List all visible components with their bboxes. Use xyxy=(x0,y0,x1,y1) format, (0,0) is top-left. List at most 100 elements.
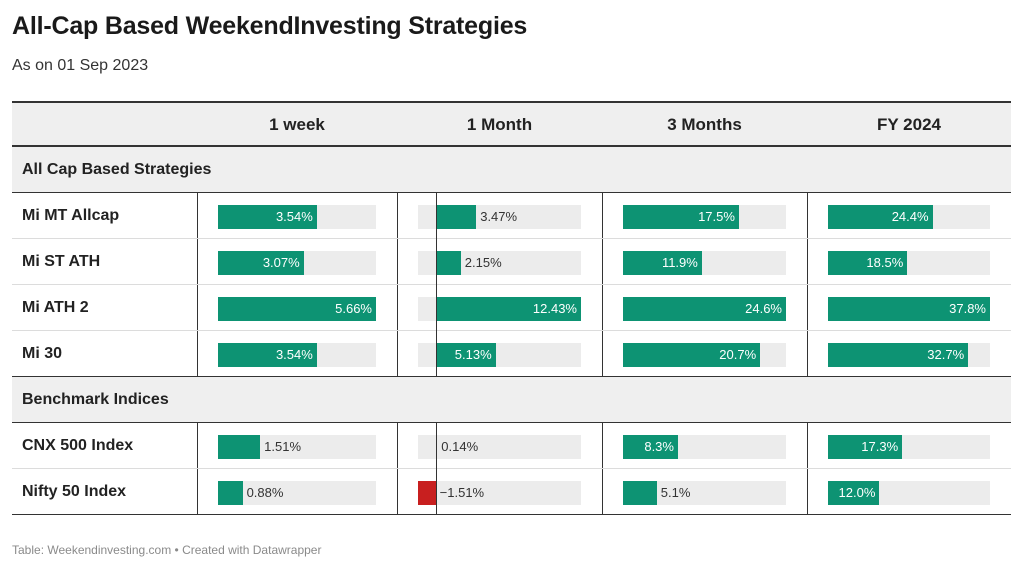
cell-3-months: 8.3% xyxy=(602,423,808,468)
value-bar xyxy=(828,251,908,275)
zero-line xyxy=(435,469,437,515)
cell-3-months: 11.9% xyxy=(602,239,808,284)
value-bar xyxy=(218,343,317,367)
cell-1-week: 0.88% xyxy=(197,469,398,514)
value-label: 0.14% xyxy=(441,439,479,454)
value-label: 12.43% xyxy=(532,301,577,316)
group-header-benchmark-indices: Benchmark Indices xyxy=(12,377,1011,423)
value-label: 5.1% xyxy=(660,485,691,500)
value-label: 8.3% xyxy=(644,439,674,454)
value-label: 5.66% xyxy=(335,301,372,316)
performance-table: 1 week 1 Month 3 Months FY 2024 All Cap Bas… xyxy=(12,101,1011,515)
value-bar xyxy=(418,481,436,505)
cell-1-week: 5.66% xyxy=(197,285,398,330)
value-label: −1.51% xyxy=(439,485,485,500)
value-bar xyxy=(435,297,581,321)
row-label: Mi ST ATH xyxy=(22,253,101,270)
bar-track xyxy=(418,435,581,459)
cell-1-month: 5.13% xyxy=(397,331,603,377)
value-bar xyxy=(435,251,461,275)
value-label: 17.3% xyxy=(861,439,899,454)
value-label: 3.54% xyxy=(275,209,313,224)
cell-1-week: 3.54% xyxy=(197,193,398,238)
value-label: 18.5% xyxy=(866,255,904,270)
value-bar xyxy=(828,343,969,367)
value-bar xyxy=(623,481,657,505)
row-label: Mi 30 xyxy=(22,345,63,362)
cell-3-months: 17.5% xyxy=(602,193,808,238)
table-row: Mi ST ATH 3.07% 2.15% 11.9% 18.5% xyxy=(12,239,1011,285)
chart-subtitle: As on 01 Sep 2023 xyxy=(12,57,149,74)
table-row: Nifty 50 Index 0.88% −1.51% 5.1% 12.0% xyxy=(12,469,1011,515)
table-row: Mi 30 3.54% 5.13% 20.7% 32.7% xyxy=(12,331,1011,377)
cell-1-month: 12.43% xyxy=(397,285,603,331)
value-bar xyxy=(218,251,304,275)
cell-1-week: 3.07% xyxy=(197,239,398,284)
value-bar xyxy=(828,297,990,321)
value-label: 2.15% xyxy=(464,255,502,270)
value-bar xyxy=(435,205,477,229)
cell-fy-2024: 37.8% xyxy=(807,285,1012,330)
bar-track xyxy=(218,481,376,505)
value-bar xyxy=(218,435,261,459)
cell-1-month: 0.14% xyxy=(397,423,603,469)
cell-fy-2024: 18.5% xyxy=(807,239,1012,284)
cell-1-month: 3.47% xyxy=(397,193,603,239)
row-label: Mi MT Allcap xyxy=(22,207,120,224)
row-label: Mi ATH 2 xyxy=(22,299,89,316)
value-label: 20.7% xyxy=(719,347,757,362)
value-label: 3.47% xyxy=(480,209,518,224)
column-header-fy-2024: FY 2024 xyxy=(877,115,941,134)
value-bar xyxy=(623,435,678,459)
column-header-3-months: 3 Months xyxy=(667,115,742,134)
table-row: Mi ATH 2 5.66% 12.43% 24.6% 37.8% xyxy=(12,285,1011,331)
column-header-1-month: 1 Month xyxy=(466,115,533,134)
column-header-1-week: 1 week xyxy=(269,115,325,134)
value-label: 3.54% xyxy=(275,347,313,362)
value-label: 32.7% xyxy=(927,347,965,362)
value-bar xyxy=(828,205,933,229)
value-bar xyxy=(218,297,376,321)
value-label: 5.13% xyxy=(454,347,492,362)
cell-3-months: 24.6% xyxy=(602,285,808,330)
value-bar xyxy=(218,205,317,229)
zero-line xyxy=(435,193,437,239)
source-footer: Table: Weekendinvesting.com • Created wi… xyxy=(12,543,322,557)
cell-fy-2024: 32.7% xyxy=(807,331,1012,376)
value-label: 24.6% xyxy=(745,301,782,316)
value-bar xyxy=(623,343,761,367)
cell-fy-2024: 24.4% xyxy=(807,193,1012,238)
value-label: 0.88% xyxy=(246,485,284,500)
zero-line xyxy=(435,239,437,285)
cell-1-month: −1.51% xyxy=(397,469,603,515)
chart-title: All-Cap Based WeekendInvesting Strategie… xyxy=(12,12,528,40)
table-row: CNX 500 Index 1.51% 0.14% 8.3% 17.3% xyxy=(12,423,1011,469)
cell-fy-2024: 17.3% xyxy=(807,423,1012,468)
value-label: 3.07% xyxy=(262,255,300,270)
zero-line xyxy=(435,285,437,331)
value-label: 17.5% xyxy=(698,209,735,224)
cell-1-week: 1.51% xyxy=(197,423,398,468)
cell-3-months: 20.7% xyxy=(602,331,808,376)
value-label: 11.9% xyxy=(661,255,698,270)
row-label: CNX 500 Index xyxy=(22,437,134,454)
bar-track xyxy=(418,481,581,505)
cell-3-months: 5.1% xyxy=(602,469,808,514)
zero-line xyxy=(435,331,437,377)
value-bar xyxy=(623,205,739,229)
table-row: Mi MT Allcap 3.54% 3.47% 17.5% 24.4% xyxy=(12,193,1011,239)
value-bar xyxy=(828,435,903,459)
zero-line xyxy=(435,423,437,469)
value-label: 37.8% xyxy=(949,301,986,316)
value-bar xyxy=(623,251,702,275)
value-bar xyxy=(218,481,243,505)
cell-1-week: 3.54% xyxy=(197,331,398,376)
cell-fy-2024: 12.0% xyxy=(807,469,1012,514)
group-header-all-cap-based-strategies: All Cap Based Strategies xyxy=(12,147,1011,193)
value-bar xyxy=(623,297,786,321)
row-label: Nifty 50 Index xyxy=(22,483,127,500)
value-bar xyxy=(435,343,496,367)
value-label: 24.4% xyxy=(891,209,929,224)
table-header: 1 week 1 Month 3 Months FY 2024 xyxy=(12,101,1011,147)
cell-1-month: 2.15% xyxy=(397,239,603,285)
